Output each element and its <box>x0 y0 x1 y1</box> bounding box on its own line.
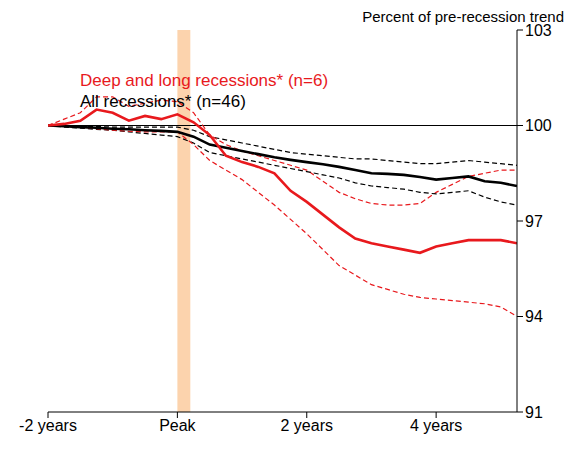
html-text:Deep and long recessions* (n=6: Deep and long recessions* (n=6) <box>80 71 329 90</box>
svg-text:97: 97 <box>525 213 543 230</box>
svg-text:103: 103 <box>525 22 552 39</box>
svg-text:94: 94 <box>525 308 543 325</box>
svg-text:2 years: 2 years <box>281 417 333 434</box>
svg-text:4 years: 4 years <box>410 417 462 434</box>
svg-text:Peak: Peak <box>159 417 196 434</box>
svg-text:-2 years: -2 years <box>19 417 77 434</box>
html-text:Percent of pre-recession trend: Percent of pre-recession trend <box>362 8 564 25</box>
html-text:All recessions* (n=46): All recessions* (n=46) <box>80 92 246 111</box>
svg-text:91: 91 <box>525 404 543 421</box>
svg-text:100: 100 <box>525 117 552 134</box>
